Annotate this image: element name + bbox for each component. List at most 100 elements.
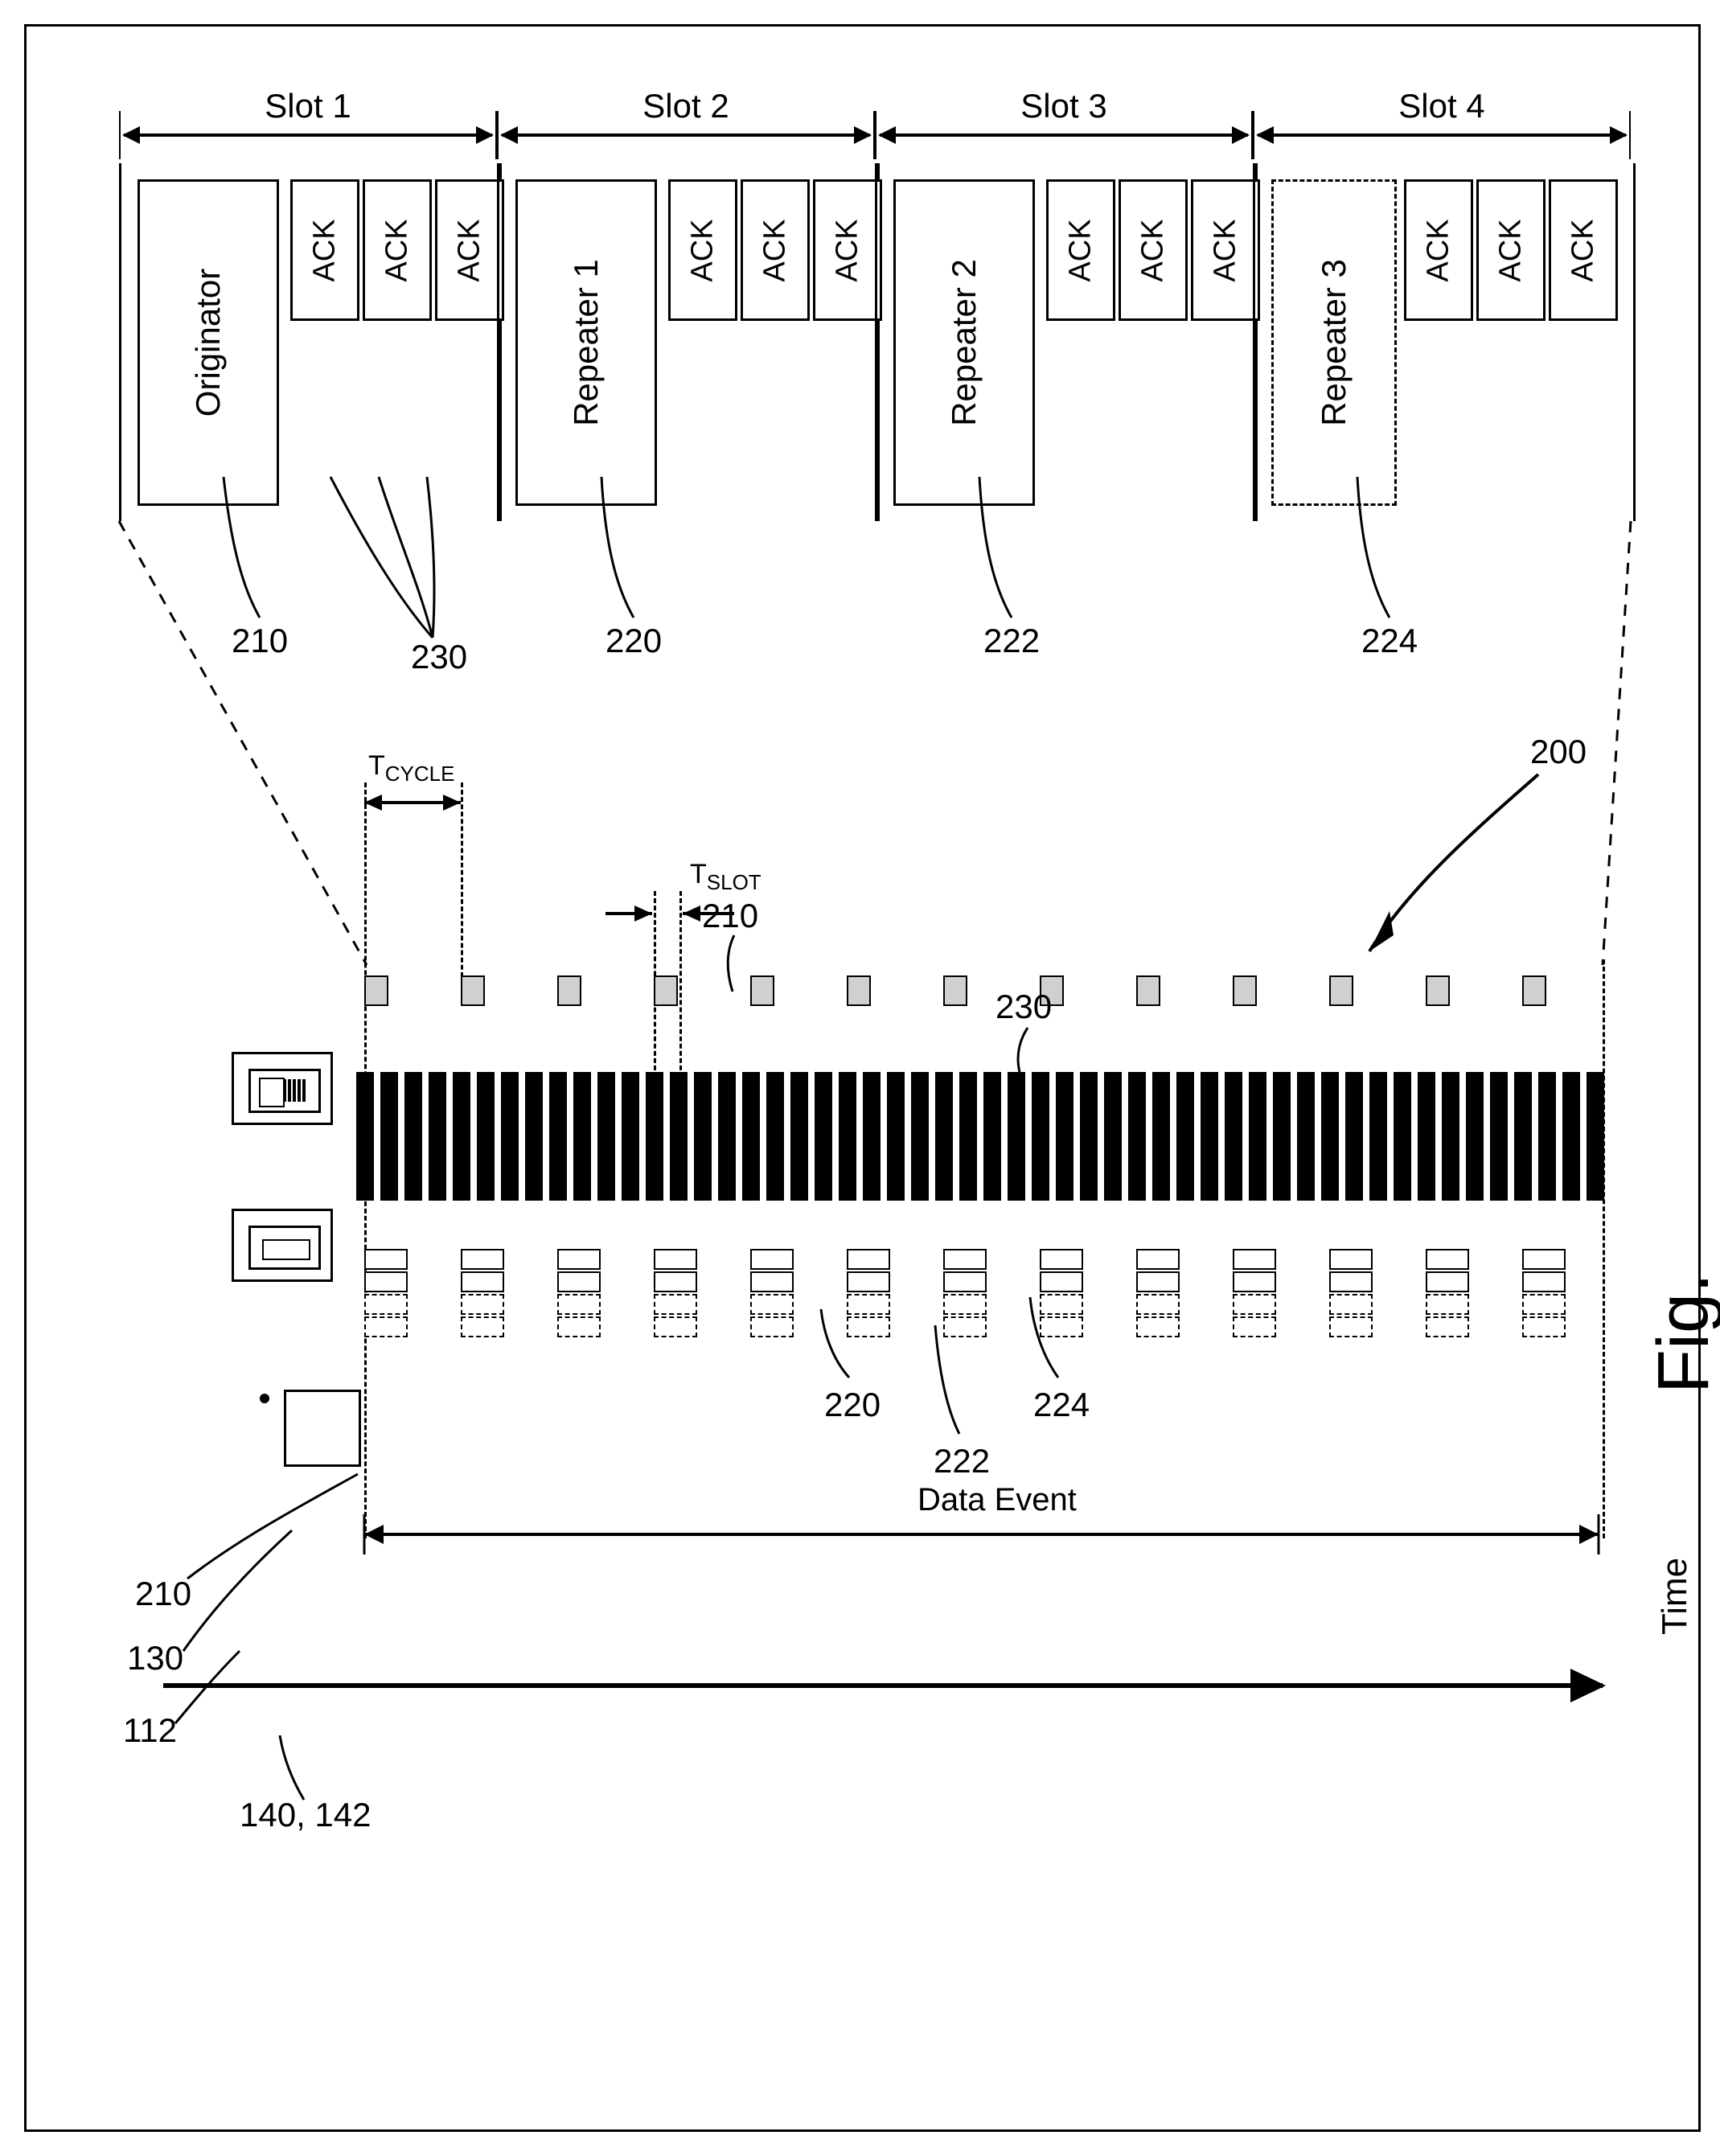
device-112 bbox=[232, 1209, 333, 1282]
ack-block: ACK bbox=[1119, 179, 1188, 321]
ack-block: ACK bbox=[290, 179, 359, 321]
event-end-line bbox=[1603, 959, 1605, 1538]
repeater-bar-dashed bbox=[943, 1294, 987, 1315]
repeater-bar bbox=[364, 1271, 408, 1292]
black-bar bbox=[1152, 1072, 1170, 1201]
repeater-bar bbox=[1426, 1249, 1469, 1270]
repeater-bar-dashed bbox=[557, 1316, 601, 1337]
repeater-bar bbox=[654, 1271, 697, 1292]
gray-bar bbox=[557, 975, 581, 1006]
repeater-bar-dashed bbox=[1233, 1294, 1276, 1315]
tx-block: Originator bbox=[138, 179, 279, 506]
repeater-bar-dashed bbox=[943, 1316, 987, 1337]
ref-224-top: 224 bbox=[1361, 622, 1418, 660]
repeater-bar bbox=[1522, 1271, 1566, 1292]
tslot-label: TSLOT bbox=[690, 859, 761, 895]
ack-block: ACK bbox=[1191, 179, 1260, 321]
repeater-bar bbox=[750, 1249, 794, 1270]
ack-block: ACK bbox=[813, 179, 882, 321]
repeater-bar-dashed bbox=[1136, 1294, 1180, 1315]
black-bar bbox=[1321, 1072, 1339, 1201]
repeater-bar bbox=[847, 1271, 890, 1292]
gray-bar bbox=[1426, 975, 1450, 1006]
ref-220-top: 220 bbox=[605, 622, 662, 660]
ref-224-mid: 224 bbox=[1033, 1386, 1090, 1424]
repeater-bar-dashed bbox=[1522, 1294, 1566, 1315]
black-bar bbox=[983, 1072, 1001, 1201]
data-event-label: Data Event bbox=[911, 1482, 1083, 1518]
ref-222-mid: 222 bbox=[934, 1442, 990, 1480]
device-dot bbox=[260, 1394, 269, 1403]
gray-bar bbox=[943, 975, 967, 1006]
repeater-bar-dashed bbox=[1233, 1316, 1276, 1337]
black-bar bbox=[766, 1072, 784, 1201]
black-bar bbox=[1394, 1072, 1411, 1201]
repeater-bar-dashed bbox=[364, 1316, 408, 1337]
ref-210-top: 210 bbox=[232, 622, 288, 660]
ref-222-top: 222 bbox=[983, 622, 1040, 660]
repeater-bar-dashed bbox=[1136, 1316, 1180, 1337]
ref-112: 112 bbox=[123, 1711, 177, 1750]
repeater-bar bbox=[557, 1271, 601, 1292]
repeater-bar bbox=[943, 1271, 987, 1292]
tx-block: Repeater 1 bbox=[515, 179, 657, 506]
time-label: Time bbox=[1655, 1558, 1695, 1635]
black-bar bbox=[1587, 1072, 1604, 1201]
black-bar bbox=[477, 1072, 495, 1201]
repeater-bar-dashed bbox=[1522, 1316, 1566, 1337]
repeater-bar-dashed bbox=[654, 1316, 697, 1337]
tx-block: Repeater 2 bbox=[893, 179, 1035, 506]
gray-bar bbox=[847, 975, 871, 1006]
repeater-bar bbox=[1522, 1249, 1566, 1270]
repeater-bar-dashed bbox=[847, 1316, 890, 1337]
ack-block: ACK bbox=[435, 179, 504, 321]
black-bar bbox=[1369, 1072, 1387, 1201]
slot-body: Repeater 2ACKACKACK bbox=[875, 163, 1258, 521]
slot-body: OriginatorACKACKACK bbox=[119, 163, 502, 521]
time-axis bbox=[163, 1683, 1603, 1688]
repeater-bar bbox=[1040, 1271, 1083, 1292]
gray-bar bbox=[1233, 975, 1257, 1006]
black-bar bbox=[597, 1072, 615, 1201]
black-bar bbox=[453, 1072, 470, 1201]
repeater-bar bbox=[1233, 1249, 1276, 1270]
ref-130: 130 bbox=[127, 1639, 183, 1678]
black-bar bbox=[1008, 1072, 1025, 1201]
black-bar bbox=[573, 1072, 591, 1201]
black-bar bbox=[1225, 1072, 1242, 1201]
gray-bar bbox=[461, 975, 485, 1006]
black-bar bbox=[1538, 1072, 1556, 1201]
repeater-bar bbox=[943, 1249, 987, 1270]
black-bar bbox=[1032, 1072, 1049, 1201]
gray-bar bbox=[1522, 975, 1546, 1006]
black-bar bbox=[694, 1072, 712, 1201]
black-bar bbox=[525, 1072, 543, 1201]
repeater-bar-dashed bbox=[847, 1294, 890, 1315]
black-bar bbox=[549, 1072, 567, 1201]
repeater-bar-dashed bbox=[1329, 1294, 1373, 1315]
slot-row: Slot 1OriginatorACKACKACKSlot 2Repeater … bbox=[119, 87, 1631, 521]
ack-block: ACK bbox=[668, 179, 737, 321]
tslot-end-line bbox=[679, 891, 682, 1092]
ref-220-mid: 220 bbox=[824, 1386, 881, 1424]
slot-body: Repeater 3ACKACKACK bbox=[1253, 163, 1636, 521]
repeater-bar-dashed bbox=[654, 1294, 697, 1315]
repeater-bar-dashed bbox=[1426, 1294, 1469, 1315]
repeater-bar-dashed bbox=[461, 1316, 504, 1337]
repeater-bar bbox=[461, 1271, 504, 1292]
black-bar bbox=[935, 1072, 953, 1201]
black-bar bbox=[718, 1072, 736, 1201]
repeater-bar-dashed bbox=[364, 1294, 408, 1315]
figure-label: Fig. 2 bbox=[1643, 1273, 1720, 1394]
tx-block: Repeater 3 bbox=[1271, 179, 1397, 506]
black-bar bbox=[1490, 1072, 1508, 1201]
repeater-bar bbox=[1329, 1271, 1373, 1292]
repeater-bar-dashed bbox=[1329, 1316, 1373, 1337]
black-bar bbox=[1056, 1072, 1073, 1201]
black-bar bbox=[815, 1072, 832, 1201]
repeater-bar bbox=[1426, 1271, 1469, 1292]
black-bar bbox=[1104, 1072, 1122, 1201]
data-event-dim bbox=[356, 1510, 1643, 1575]
black-bar bbox=[863, 1072, 881, 1201]
black-bar bbox=[887, 1072, 905, 1201]
